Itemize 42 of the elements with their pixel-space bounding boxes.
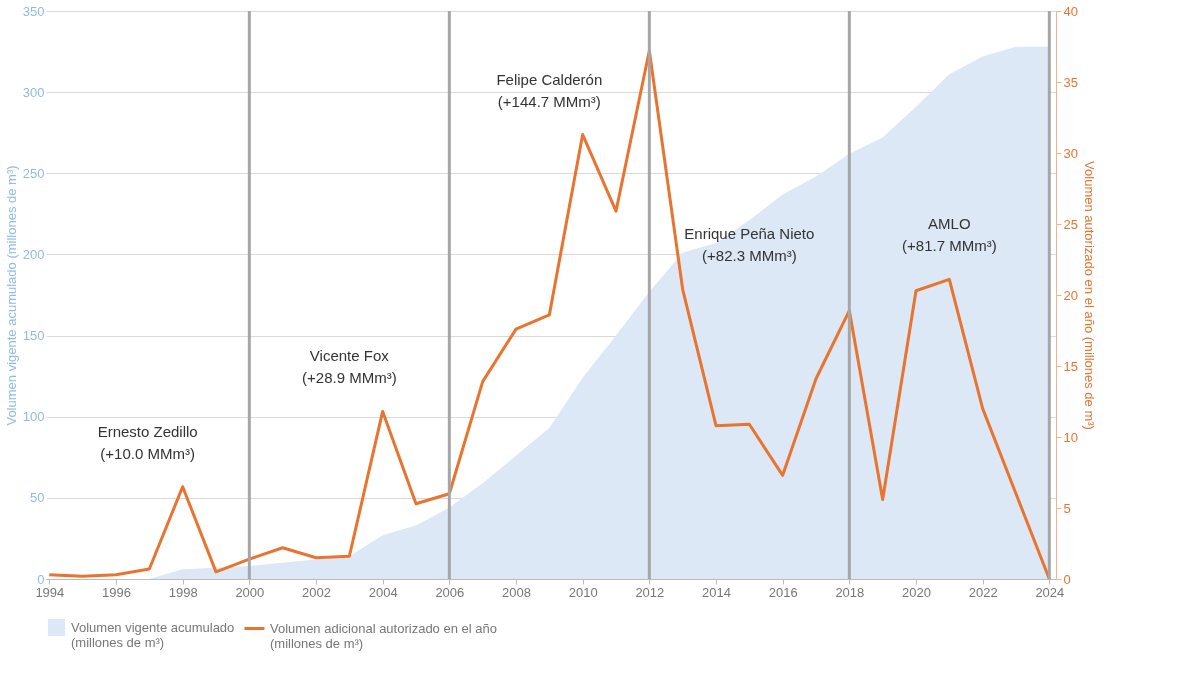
- annotation: Vicente Fox (+28.9 MMm³): [302, 347, 397, 387]
- y-tick-label: 50: [30, 490, 45, 506]
- x-tick-label: 2002: [302, 584, 331, 600]
- annotation: Felipe Calderón (+144.7 MMm³): [496, 70, 603, 110]
- y2-tick-label: 20: [1063, 287, 1078, 303]
- y2-tick-label: 40: [1063, 3, 1078, 19]
- x-tick-label: 2018: [835, 584, 865, 600]
- x-tick-label: 2000: [235, 584, 265, 600]
- y2-tick-label: 5: [1063, 500, 1071, 516]
- x-tick-label: 2016: [768, 584, 798, 600]
- y2-tick-label: 30: [1063, 145, 1078, 161]
- x-tick-label: 2010: [568, 584, 598, 600]
- y-tick-label: 300: [22, 84, 45, 100]
- y-tick-label: 150: [22, 328, 45, 344]
- x-tick-label: 2022: [968, 584, 998, 600]
- y-tick-label: 350: [22, 3, 45, 19]
- x-tick-label: 2024: [1035, 584, 1065, 600]
- y2-tick-label: 25: [1063, 216, 1078, 232]
- x-tick-label: 2004: [368, 584, 398, 600]
- annotation: Ernesto Zedillo (+10.0 MMm³): [97, 422, 198, 462]
- y-tick-label: 0: [37, 571, 45, 587]
- y2-tick-label: 0: [1063, 571, 1071, 587]
- legend-label: Volumen adicional autorizado en el año (millones de m³): [270, 620, 497, 651]
- x-tick-label: 2006: [435, 584, 465, 600]
- y-tick-label: 200: [22, 246, 45, 262]
- y2-tick-label: 10: [1063, 429, 1078, 445]
- annotation: AMLO (+81.7 MMm³): [902, 215, 997, 255]
- x-tick-label: 2008: [502, 584, 531, 600]
- y2-tick-label: 15: [1063, 358, 1078, 374]
- y-tick-label: 250: [22, 165, 45, 181]
- x-tick-label: 2014: [702, 584, 731, 600]
- y-axis-title: Volumen vigente acumulado (millones de m³): [3, 165, 19, 426]
- y2-tick-label: 35: [1063, 74, 1078, 90]
- y-tick-label: 100: [22, 409, 45, 425]
- annotation: Enrique Peña Nieto (+82.3 MMm³): [684, 225, 815, 265]
- x-tick-label: 1998: [168, 584, 198, 600]
- y2-axis-title: Volumen autorizado en el año (millones de m³): [1081, 161, 1097, 430]
- legend-label: Volumen vigente acumulado (millones de m³): [71, 619, 235, 650]
- x-tick-label: 1996: [102, 584, 131, 600]
- x-tick-label: 2012: [635, 584, 665, 600]
- x-tick-label: 1994: [35, 584, 65, 600]
- x-tick-label: 2020: [902, 584, 931, 600]
